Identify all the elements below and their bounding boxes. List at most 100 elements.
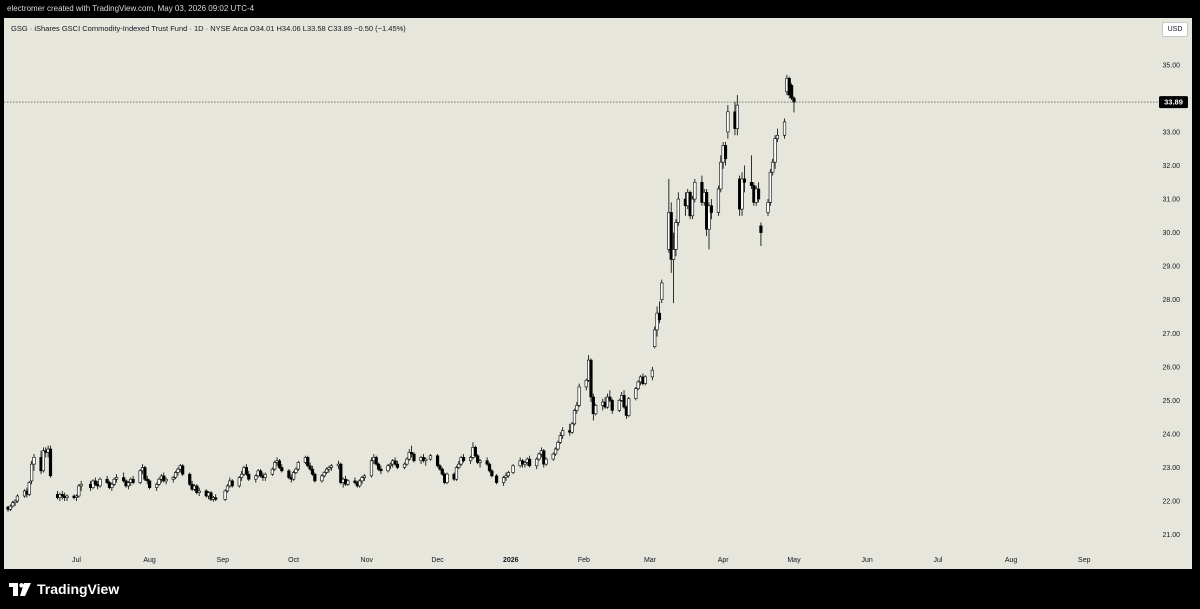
candle[interactable] [11,501,15,508]
candle[interactable] [584,378,588,391]
candle[interactable] [79,480,83,491]
candle[interactable] [395,460,400,470]
candle[interactable] [473,445,477,458]
candle[interactable] [485,457,489,466]
candle[interactable] [376,462,381,471]
candle[interactable] [749,155,754,189]
candle[interactable] [273,460,277,471]
candle[interactable] [690,195,695,220]
candle[interactable] [32,454,36,471]
candle[interactable] [176,467,180,476]
candle[interactable] [247,470,251,481]
candle[interactable] [572,408,577,426]
candle[interactable] [358,479,362,488]
candle[interactable] [13,499,17,507]
candle[interactable] [735,95,739,136]
candle[interactable] [322,470,326,478]
candle[interactable] [636,380,640,391]
candle[interactable] [74,494,79,502]
candle[interactable] [379,465,383,475]
candle[interactable] [93,477,97,486]
candle[interactable] [461,454,466,463]
candle[interactable] [240,470,244,481]
candle[interactable] [553,447,558,456]
candle[interactable] [617,398,621,413]
candle[interactable] [195,484,199,495]
candle[interactable] [561,427,565,439]
candle[interactable] [608,390,612,403]
candle[interactable] [478,459,482,468]
candle[interactable] [138,469,142,485]
candle[interactable] [707,202,711,250]
candle[interactable] [110,482,114,491]
candle[interactable] [325,467,329,475]
candle[interactable] [775,128,780,143]
candle[interactable] [145,475,149,485]
candle[interactable] [386,464,390,473]
candle[interactable] [280,464,284,473]
candle[interactable] [792,96,796,113]
currency-button[interactable]: USD [1162,22,1188,37]
candle[interactable] [410,445,414,458]
candle[interactable] [457,460,461,470]
candle[interactable] [310,465,315,476]
candle[interactable] [58,492,62,502]
candle[interactable] [494,474,499,485]
candle[interactable] [511,464,515,475]
candle[interactable] [214,494,218,502]
candle[interactable] [209,490,213,502]
candle[interactable] [740,172,744,216]
candle[interactable] [421,454,426,463]
candle[interactable] [653,326,657,349]
candle[interactable] [258,469,263,478]
candle[interactable] [296,460,300,471]
candle[interactable] [756,182,761,203]
candle[interactable] [440,467,444,476]
candle[interactable] [306,455,310,468]
candle[interactable] [41,447,46,473]
candle[interactable] [622,390,626,409]
candle[interactable] [197,487,201,496]
tradingview-logo[interactable]: TradingView [9,581,119,597]
candle[interactable] [171,475,175,483]
candle[interactable] [490,469,494,478]
candle[interactable] [112,477,116,486]
candle[interactable] [535,457,539,470]
candle[interactable] [773,135,777,169]
candle[interactable] [716,185,721,216]
candle[interactable] [27,480,31,496]
candle[interactable] [122,472,126,483]
candle[interactable] [726,105,730,139]
candle[interactable] [362,474,366,481]
candle[interactable] [327,465,331,473]
candle[interactable] [558,432,562,444]
candle[interactable] [143,465,147,481]
candle[interactable] [454,465,459,481]
candle[interactable] [790,83,794,101]
candle[interactable] [435,454,440,468]
candle[interactable] [126,480,130,490]
candle[interactable] [544,457,548,466]
candle[interactable] [610,398,614,414]
candle[interactable] [650,366,654,381]
candle[interactable] [155,482,159,491]
candle[interactable] [605,393,610,409]
candle[interactable] [528,455,532,468]
candle[interactable] [669,202,673,273]
candle[interactable] [60,490,64,500]
candle[interactable] [577,383,581,408]
candle[interactable] [660,279,664,304]
candle[interactable] [412,452,416,463]
candle[interactable] [162,472,166,483]
candle[interactable] [329,464,333,471]
candle[interactable] [469,455,473,465]
candle[interactable] [504,472,508,481]
candle[interactable] [556,440,560,451]
candle[interactable] [346,479,350,486]
candle[interactable] [405,457,409,466]
candle[interactable] [157,477,161,486]
candle[interactable] [671,232,676,304]
candle[interactable] [15,494,20,503]
candle[interactable] [643,375,647,386]
candle[interactable] [424,457,428,466]
